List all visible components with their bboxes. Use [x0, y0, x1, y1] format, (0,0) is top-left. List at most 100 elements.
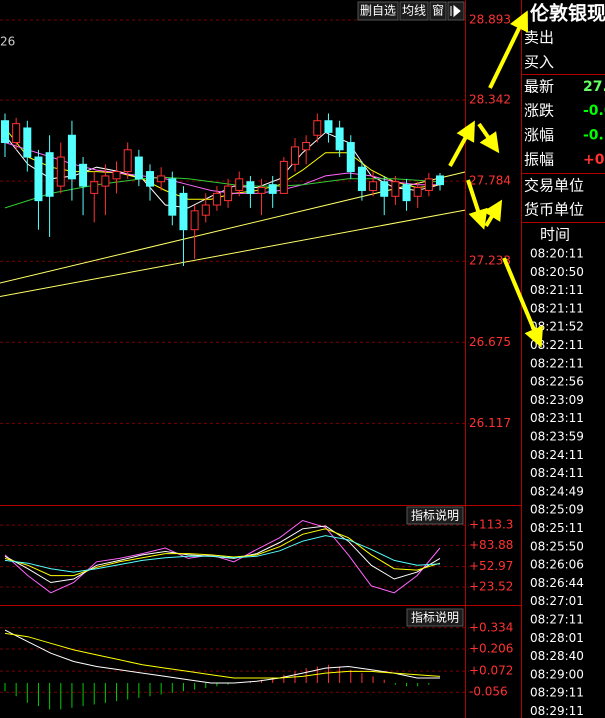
- note-button[interactable]: 指标说明: [411, 610, 459, 625]
- candle-body: [56, 156, 65, 187]
- arrow: [488, 10, 528, 89]
- y-tick-label: 28.342: [469, 93, 511, 107]
- time-cell: 08:23:11: [530, 411, 584, 425]
- time-cell: 08:20:11: [530, 247, 584, 261]
- time-cell: 08:21:11: [530, 283, 584, 297]
- candle-body: [235, 178, 244, 191]
- candle-body: [224, 185, 233, 202]
- time-cell: 08:29:00: [530, 667, 584, 681]
- candle-body: [23, 127, 32, 158]
- candle-body: [257, 187, 266, 194]
- y-tick-label: -0.056: [469, 685, 508, 699]
- time-cell: 08:25:09: [530, 503, 584, 517]
- arrow: [477, 122, 500, 154]
- button[interactable]: 均线: [402, 4, 426, 18]
- trend-line: [0, 209, 466, 298]
- candle-body: [34, 156, 43, 202]
- indicator-line: [4, 632, 441, 679]
- candle-body: [12, 123, 21, 144]
- candle-body: [357, 166, 366, 191]
- candle-body: [335, 127, 344, 151]
- note-button[interactable]: 指标说明: [411, 508, 459, 523]
- candle-body: [179, 192, 188, 231]
- indicator-line: [4, 131, 441, 209]
- candle-body: [291, 146, 299, 165]
- unit-label: 货币单位: [524, 201, 584, 219]
- candle-body: [302, 142, 311, 151]
- y-tick-label: 26.675: [469, 335, 511, 349]
- time-cell: 08:28:01: [530, 631, 584, 645]
- candle-body: [369, 181, 378, 191]
- quote-label: 振幅: [524, 151, 554, 169]
- time-header: 时间: [540, 226, 570, 244]
- annotations: [448, 10, 544, 348]
- time-cell: 08:23:59: [530, 430, 584, 444]
- indicator-line: [4, 519, 441, 594]
- candle-body: [436, 175, 444, 186]
- time-cell: 08:22:56: [530, 375, 584, 389]
- candle-body: [413, 187, 422, 197]
- y-tick-label: +113.3: [469, 518, 513, 532]
- time-cell: 08:26:06: [530, 558, 584, 572]
- time-cell: 08:21:52: [530, 320, 584, 334]
- time-cell: 08:20:50: [530, 265, 584, 279]
- time-cell: 08:27:11: [530, 613, 584, 627]
- candle-body: [79, 163, 88, 187]
- y-tick-label: +0.072: [469, 664, 513, 678]
- time-cell: 08:22:11: [530, 356, 584, 370]
- arrow: [483, 199, 503, 228]
- note-button-bg[interactable]: [406, 506, 464, 525]
- unit-label: 交易单位: [524, 177, 584, 195]
- time-cell: 08:24:11: [530, 448, 584, 462]
- quote-title: 伦敦银现: [530, 2, 605, 25]
- time-cell: 08:24:11: [530, 466, 584, 480]
- button-bg[interactable]: [429, 1, 447, 21]
- candle-body: [134, 156, 143, 180]
- time-cell: 08:29:11: [530, 704, 584, 718]
- y-tick-label: 28.893: [469, 13, 511, 27]
- candle-body: [324, 120, 333, 133]
- time-cell: 08:21:11: [530, 301, 584, 315]
- candle-body: [67, 134, 76, 180]
- button-bg[interactable]: [357, 1, 399, 21]
- ui: 删自选 均线 窗 26 指标说明 指标说明: [0, 1, 465, 627]
- time-cell: 08:24:49: [530, 484, 584, 498]
- indicator-line: [4, 142, 440, 194]
- candle-body: [157, 175, 166, 183]
- candle-body: [313, 120, 322, 136]
- y-tick-label: 27.784: [469, 174, 511, 188]
- quote-label: 买入: [524, 53, 554, 71]
- candle-body: [101, 175, 110, 187]
- plots: 28.893 28.342 27.784 27.233 26.675 26.117 +113…: [0, 13, 513, 710]
- note-button-bg[interactable]: [406, 608, 464, 627]
- button[interactable]: 窗: [432, 4, 444, 18]
- candle-body: [402, 184, 411, 202]
- candle-body: [45, 152, 54, 197]
- time-cell: 08:23:09: [530, 393, 584, 407]
- button[interactable]: 删自选: [360, 4, 396, 18]
- candle-body: [123, 149, 132, 173]
- time-cell: 08:27:01: [530, 594, 584, 608]
- arrow: [448, 120, 475, 167]
- y-tick-label: +83.88: [469, 538, 513, 552]
- candle-body: [90, 181, 99, 194]
- time-cell: 08:29:11: [530, 686, 584, 700]
- candle-body: [212, 192, 221, 206]
- candle-body: [246, 181, 255, 194]
- button-bg[interactable]: [399, 1, 429, 21]
- candle-body: [279, 160, 288, 194]
- y-tick-label: 26.117: [469, 416, 511, 430]
- quote-value: +0.2: [583, 152, 605, 168]
- quote-value: -0.0: [583, 103, 605, 119]
- time-cell: 08:26:44: [530, 576, 584, 590]
- y-tick-label: +0.334: [469, 620, 513, 634]
- candle-body: [168, 178, 177, 216]
- candle-body: [1, 120, 9, 144]
- candle-body: [146, 171, 154, 187]
- corner-label: 26: [0, 35, 15, 49]
- candle-body: [190, 210, 199, 231]
- candle-body: [112, 171, 121, 180]
